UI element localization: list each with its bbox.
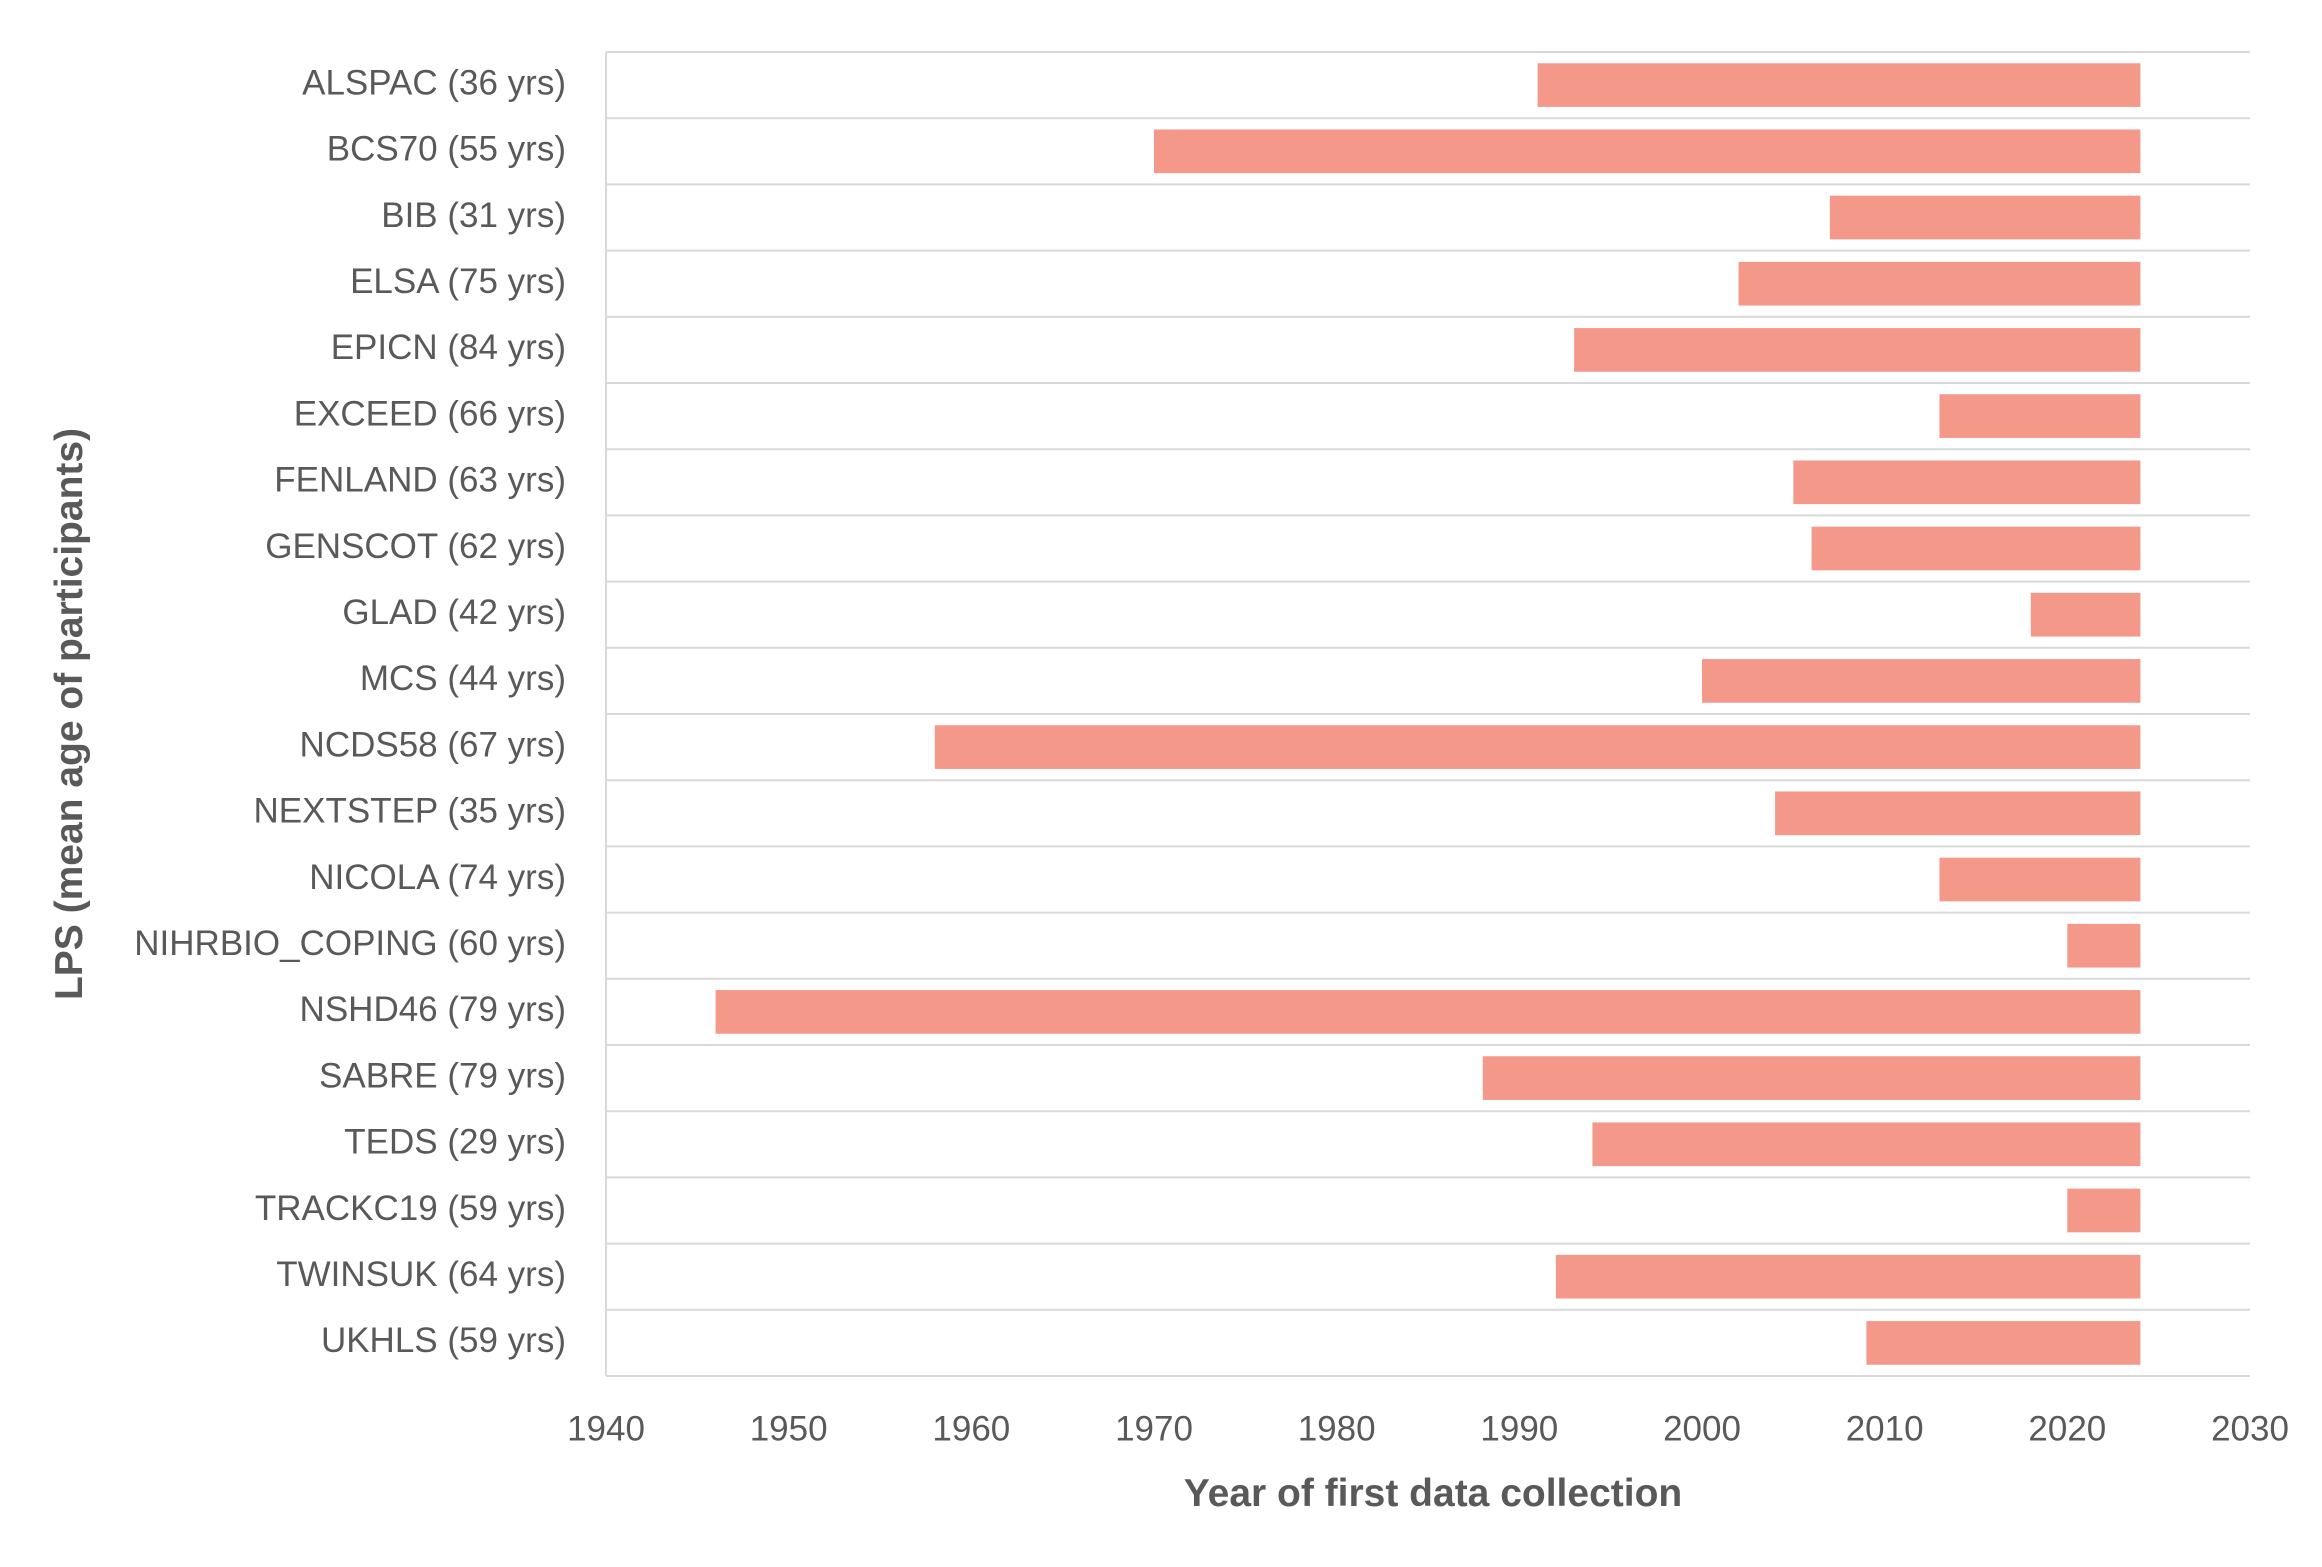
- bar: [1866, 1321, 2141, 1365]
- bar: [1829, 195, 2141, 240]
- x-tick-label: 1970: [1115, 1409, 1193, 1448]
- category-label: UKHLS (59 yrs): [321, 1321, 566, 1360]
- bar: [1811, 526, 2141, 571]
- bar: [1555, 1254, 2141, 1299]
- bar: [1482, 1056, 2141, 1100]
- x-tick-label: 2030: [2211, 1409, 2289, 1448]
- bar: [1154, 129, 2141, 174]
- category-label: NCDS58 (67 yrs): [300, 725, 566, 764]
- category-label: NEXTSTEP (35 yrs): [254, 792, 566, 831]
- category-label: BIB (31 yrs): [381, 196, 566, 235]
- bars: [715, 63, 2141, 1365]
- category-label: NICOLA (74 yrs): [309, 858, 566, 897]
- bar: [1702, 659, 2141, 703]
- category-label: SABRE (79 yrs): [319, 1056, 566, 1095]
- bar: [715, 990, 2141, 1034]
- x-tick-label: 1960: [932, 1409, 1010, 1448]
- bar: [1592, 1122, 2141, 1167]
- x-tick-label: 2000: [1663, 1409, 1741, 1448]
- category-label: BCS70 (55 yrs): [327, 130, 566, 169]
- bar: [2067, 1188, 2141, 1233]
- x-tick-label: 1940: [567, 1409, 645, 1448]
- category-label: ELSA (75 yrs): [350, 262, 566, 301]
- category-labels: ALSPAC (36 yrs) BCS70 (55 yrs) BIB (31 yrs…: [134, 63, 566, 1360]
- category-label: EPICN (84 yrs): [331, 328, 566, 367]
- bar: [1574, 328, 2141, 372]
- x-tick-label: 1990: [1480, 1409, 1558, 1448]
- category-label: NIHRBIO_COPING (60 yrs): [134, 924, 566, 963]
- category-label: MCS (44 yrs): [360, 659, 566, 698]
- x-tick-label: 1980: [1298, 1409, 1376, 1448]
- bar: [1775, 791, 2141, 836]
- x-tick-label: 2020: [2028, 1409, 2106, 1448]
- bar: [1939, 857, 2141, 902]
- category-label: NSHD46 (79 yrs): [300, 990, 566, 1029]
- bar: [1939, 394, 2141, 438]
- bar: [934, 725, 2141, 769]
- x-axis-title: Year of first data collection: [1184, 1472, 1682, 1515]
- category-label: TWINSUK (64 yrs): [276, 1255, 566, 1294]
- category-label: ALSPAC (36 yrs): [302, 63, 566, 102]
- grid-lines: [605, 51, 2250, 1377]
- category-label: TEDS (29 yrs): [344, 1123, 566, 1162]
- x-tick-label: 1950: [750, 1409, 828, 1448]
- bar: [2030, 592, 2141, 637]
- category-label: TRACKC19 (59 yrs): [255, 1189, 566, 1228]
- bar: [1537, 63, 2141, 107]
- category-label: GENSCOT (62 yrs): [265, 527, 566, 566]
- x-tick-labels: 1940 1950 1960 1970 1980 1990 2000 2010 2020 2030: [567, 1409, 2289, 1448]
- bar: [1738, 261, 2141, 306]
- category-label: EXCEED (66 yrs): [294, 394, 566, 433]
- x-tick-label: 2010: [1846, 1409, 1924, 1448]
- bar: [1793, 460, 2141, 505]
- y-axis-title: LPS (mean age of participants): [48, 428, 91, 1000]
- category-label: GLAD (42 yrs): [342, 593, 566, 632]
- category-label: FENLAND (63 yrs): [274, 461, 566, 500]
- bar: [2067, 923, 2141, 968]
